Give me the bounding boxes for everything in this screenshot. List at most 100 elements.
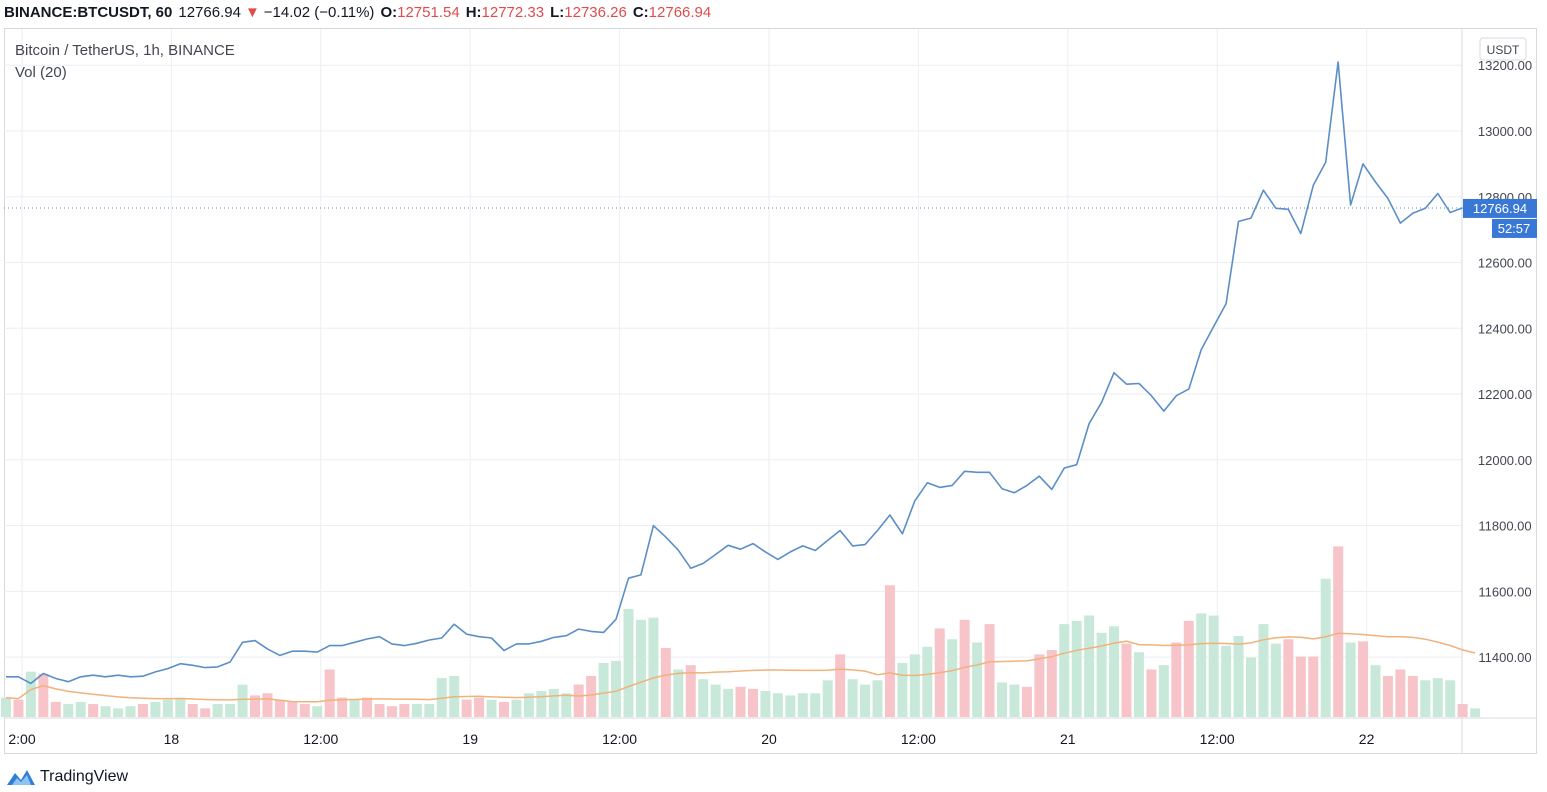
brand-name: TradingView <box>40 768 129 785</box>
volume-bar <box>262 693 273 717</box>
volume-bar <box>1208 615 1219 717</box>
volume-bar <box>63 704 74 717</box>
volume-bar <box>25 671 36 717</box>
volume-bar <box>1420 680 1431 717</box>
volume-bar <box>499 701 509 717</box>
volume-bar <box>1034 654 1045 717</box>
last-price-label: 12766.94 <box>1473 201 1527 216</box>
close-value: 12766.94 <box>648 3 712 21</box>
volume-bar <box>1457 704 1468 717</box>
chart-legend-title[interactable]: Bitcoin / TetherUS, 1h, BINANCE <box>15 42 235 59</box>
tradingview-logo[interactable]: TradingView <box>6 766 128 788</box>
volume-bar <box>1295 656 1306 717</box>
volume-bar <box>698 679 709 717</box>
volume-bar <box>1071 620 1082 717</box>
volume-bar <box>312 706 323 717</box>
volume-bar <box>561 693 572 717</box>
volume-bar <box>1370 665 1381 717</box>
volume-bar <box>1121 643 1132 717</box>
volume-bar <box>13 699 24 717</box>
volume-bar <box>785 695 796 717</box>
low-label: L: <box>550 3 565 21</box>
volume-bar <box>835 654 846 717</box>
volume-bar <box>1283 639 1294 717</box>
down-arrow-icon: ▼ <box>244 3 260 21</box>
volume-bar <box>1445 680 1456 717</box>
symbol-label[interactable]: BINANCE:BTCUSDT, 60 <box>4 3 173 21</box>
volume-bar <box>648 617 659 717</box>
volume-bar <box>88 704 99 717</box>
price-series-line <box>6 61 1463 685</box>
x-tick-label: 12:00 <box>303 731 338 747</box>
open-value: 12751.54 <box>397 3 460 21</box>
volume-bar <box>424 704 435 717</box>
volume-bar <box>125 706 136 717</box>
volume-bar <box>324 669 335 717</box>
volume-bar <box>1 697 11 717</box>
countdown-label: 52:57 <box>1498 221 1531 236</box>
y-tick-label: 13200.00 <box>1478 58 1532 73</box>
volume-bar <box>386 706 397 717</box>
volume-bar <box>1096 632 1107 717</box>
volume-bar <box>299 704 310 717</box>
volume-bar <box>175 697 186 717</box>
x-tick-label: 12:00 <box>602 731 637 747</box>
volume-bar <box>411 704 422 717</box>
x-tick-label: 19 <box>462 731 478 747</box>
volume-bar <box>723 688 734 717</box>
volume-bar <box>536 691 547 717</box>
volume-bar <box>1146 669 1157 717</box>
volume-bar <box>797 693 808 717</box>
volume-bar <box>399 704 410 717</box>
volume-bar <box>685 665 696 717</box>
currency-button[interactable] <box>1479 37 1527 61</box>
volume-bar <box>598 663 609 717</box>
x-tick-label: 18 <box>164 731 180 747</box>
volume-bar <box>1046 650 1057 717</box>
volume-bar <box>735 686 746 717</box>
volume-bar <box>150 701 161 717</box>
volume-bar <box>349 699 360 717</box>
volume-bar <box>1320 578 1331 717</box>
volume-bar <box>847 679 858 717</box>
volume-bar <box>810 693 821 717</box>
volume-bar <box>212 704 223 717</box>
y-tick-label: 11600.00 <box>1478 584 1531 599</box>
volume-bar <box>660 647 671 717</box>
price-change: −14.02 (−0.11%) <box>263 3 375 21</box>
y-tick-label: 13000.00 <box>1478 124 1532 139</box>
volume-bar <box>822 680 833 717</box>
volume-bar <box>897 663 908 717</box>
volume-legend[interactable]: Vol (20) <box>15 64 67 81</box>
y-tick-label: 11800.00 <box>1478 519 1531 534</box>
volume-bar <box>1221 645 1232 717</box>
x-tick-label: 12:00 <box>1200 731 1235 747</box>
volume-bar <box>287 701 298 717</box>
high-label: H: <box>465 3 482 21</box>
volume-bar <box>984 624 995 717</box>
currency-label[interactable]: USDT <box>1487 43 1520 57</box>
y-tick-label: 12400.00 <box>1478 321 1532 336</box>
volume-bar <box>673 669 684 717</box>
volume-bar <box>760 691 771 717</box>
volume-bar <box>772 693 783 717</box>
last-price-badge <box>1463 198 1537 218</box>
volume-bar <box>374 704 385 717</box>
volume-bar <box>1358 641 1369 717</box>
tradingview-icon <box>7 770 35 785</box>
x-tick-label: 21 <box>1060 731 1076 747</box>
volume-bar <box>1021 686 1032 717</box>
volume-bar <box>1158 665 1169 717</box>
volume-bar <box>523 693 534 717</box>
y-tick-label: 12000.00 <box>1478 453 1532 468</box>
chart-frame[interactable] <box>4 28 1537 754</box>
volume-bar <box>461 699 472 717</box>
volume-ma-line <box>5 632 1476 703</box>
volume-bar <box>997 682 1007 717</box>
volume-bar <box>1109 626 1120 717</box>
x-tick-label: 2:00 <box>8 731 35 747</box>
volume-bar <box>274 699 285 717</box>
volume-bar <box>959 619 970 717</box>
volume-bar <box>573 684 584 717</box>
